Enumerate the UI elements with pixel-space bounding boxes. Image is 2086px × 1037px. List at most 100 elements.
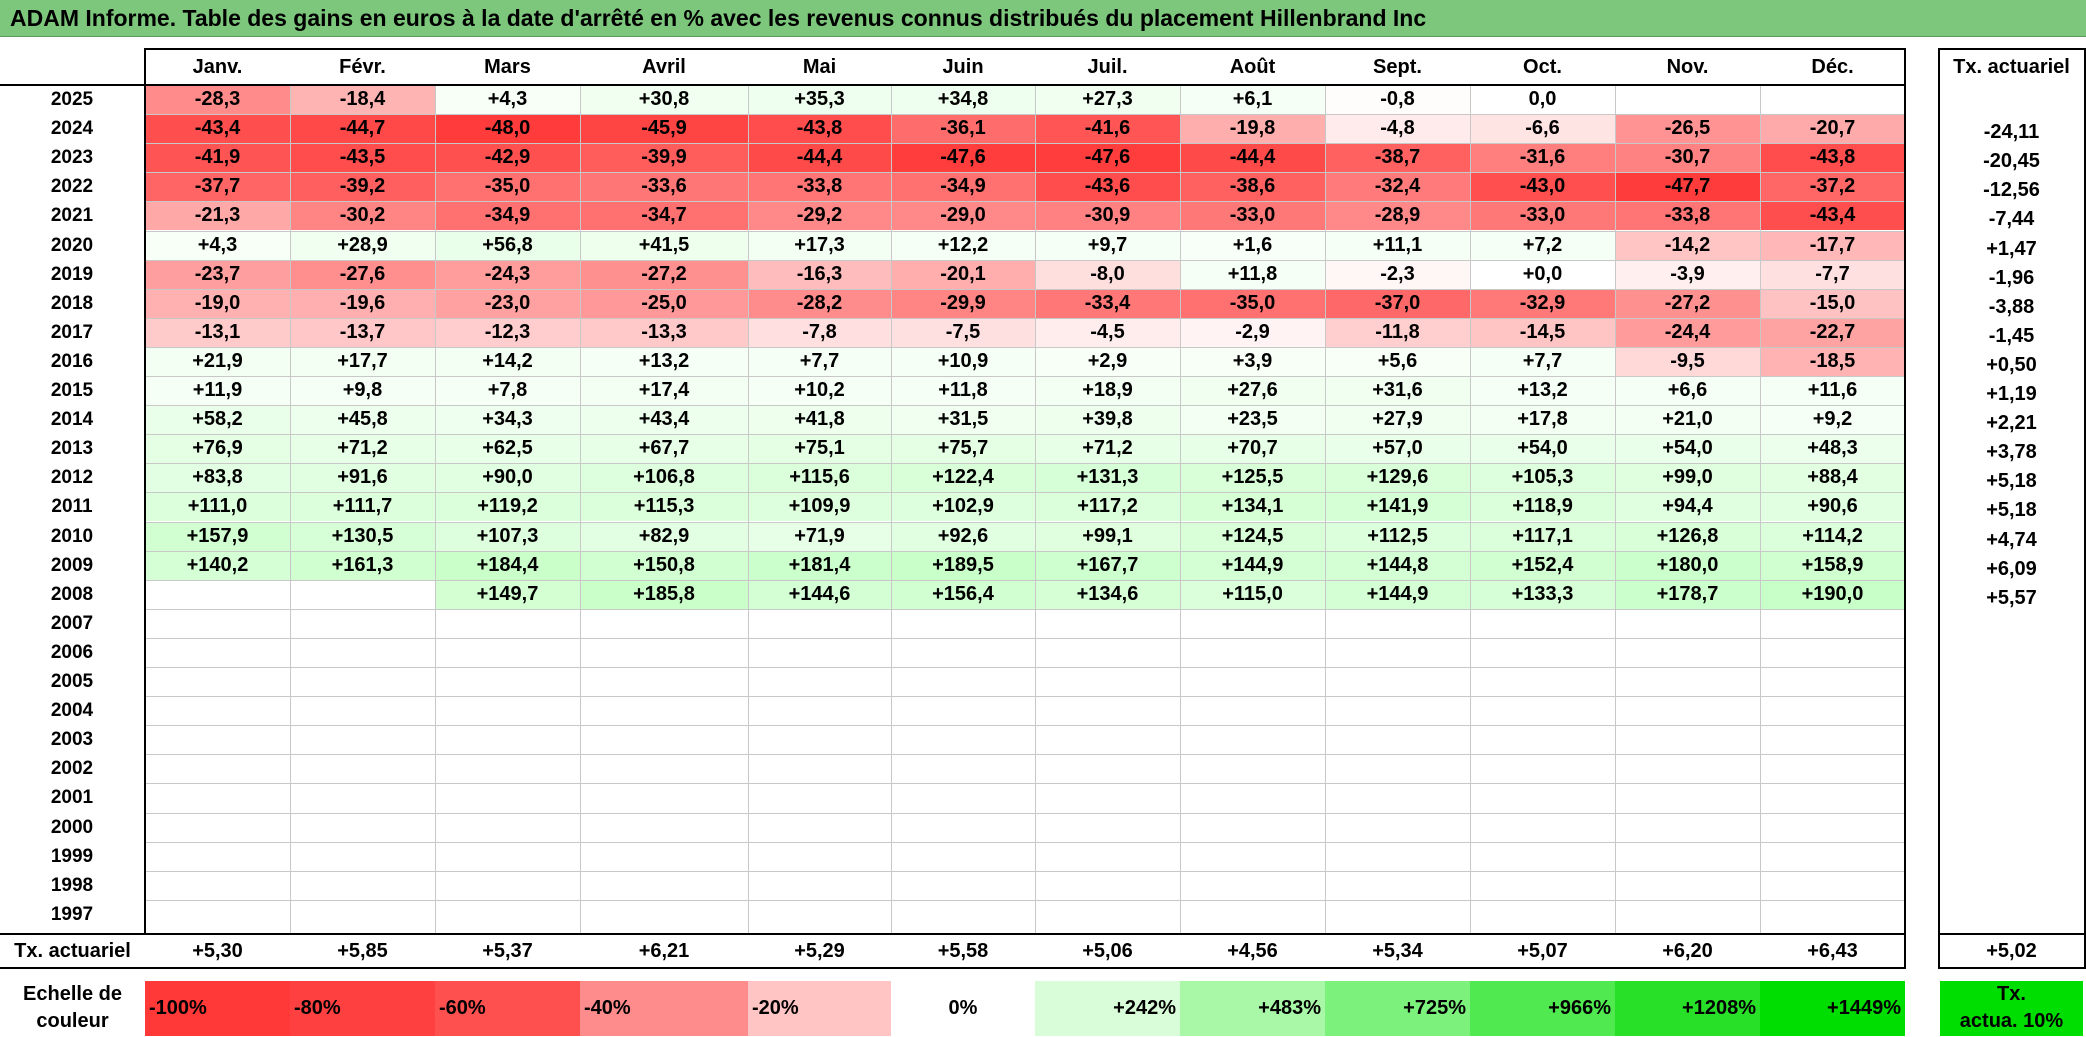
table-cell: +88,4 [1760, 463, 1905, 493]
table-cell: -13,1 [145, 317, 290, 347]
year-label: 2013 [50, 438, 94, 460]
table-cell: -20,1 [891, 259, 1035, 289]
grid-line [1035, 85, 1036, 933]
grid-line [145, 522, 1905, 523]
annual-cell: +5,18 [1986, 499, 2037, 522]
table-cell: -4,5 [1035, 317, 1180, 347]
footer-annual: +5,02 [1986, 940, 2037, 962]
table-cell: +94,4 [1615, 492, 1760, 522]
table-cell: -43,8 [1760, 143, 1905, 173]
table-cell: +7,7 [748, 346, 891, 376]
year-label: 2024 [50, 118, 94, 140]
table-cell: +43,4 [580, 405, 748, 435]
grid-line [1325, 85, 1326, 933]
footer-cell: +5,30 [192, 940, 243, 962]
month-header: Avril [642, 56, 686, 78]
year-label: 2019 [50, 263, 94, 285]
footer-cell: +5,06 [1082, 940, 1133, 962]
annual-cell: -1,45 [1988, 324, 2035, 347]
scale-step: -40% [580, 981, 748, 1036]
grid-line [290, 85, 291, 933]
page-title: ADAM Informe. Table des gains en euros à… [10, 5, 1427, 31]
month-header: Mai [802, 56, 837, 78]
table-cell: -13,7 [290, 317, 435, 347]
table-cell: +181,4 [748, 550, 891, 580]
table-cell: +2,9 [1035, 346, 1180, 376]
table-cell: +102,9 [891, 492, 1035, 522]
table-cell: -37,2 [1760, 172, 1905, 202]
table-cell: +111,0 [145, 492, 290, 522]
table-cell: +11,9 [145, 376, 290, 406]
table-cell: -42,9 [435, 143, 580, 173]
table-cell: -28,3 [145, 85, 290, 115]
grid-line [145, 580, 1905, 581]
table-cell: +0,0 [1522, 262, 1563, 285]
annual-cell: +5,18 [1986, 470, 2037, 493]
table-cell: +13,2 [1470, 376, 1615, 406]
table-cell: +144,9 [1325, 579, 1470, 609]
table-cell: -33,6 [580, 172, 748, 202]
grid-line [145, 463, 1905, 464]
year-label: 2011 [51, 496, 93, 518]
table-cell: -47,6 [891, 143, 1035, 173]
grid-line [580, 85, 581, 933]
table-cell: +124,5 [1180, 521, 1325, 551]
table-cell: +76,9 [145, 434, 290, 464]
month-header: Juil. [1087, 56, 1128, 78]
grid-line [145, 289, 1905, 290]
month-header: Mars [484, 56, 531, 78]
scale-label: Echelle de couleur [23, 983, 122, 1032]
grid-line [435, 85, 436, 933]
table-cell: +158,9 [1760, 550, 1905, 580]
table-cell: -48,0 [435, 114, 580, 144]
table-cell: -21,3 [145, 201, 290, 231]
table-cell: +129,6 [1325, 463, 1470, 493]
table-cell: +14,2 [435, 346, 580, 376]
table-cell: +13,2 [580, 346, 748, 376]
year-label: 2017 [50, 321, 94, 343]
table-cell: +4,3 [435, 85, 580, 115]
scale-step: +725% [1325, 981, 1470, 1036]
year-label: 2004 [50, 700, 94, 722]
scale-step: 0% [891, 981, 1035, 1036]
table-cell: -33,0 [1470, 201, 1615, 231]
year-label: 2016 [50, 350, 94, 372]
annual-cell: -7,44 [1988, 208, 2035, 231]
table-cell: -18,5 [1760, 346, 1905, 376]
grid-line [891, 85, 892, 933]
table-cell: +10,2 [748, 376, 891, 406]
table-cell: -26,5 [1615, 114, 1760, 144]
year-label: 2007 [50, 612, 94, 634]
table-cell: -24,4 [1615, 317, 1760, 347]
table-cell: +119,2 [435, 492, 580, 522]
table-cell: -47,6 [1035, 143, 1180, 173]
month-header: Oct. [1523, 56, 1562, 78]
annual-cell: -20,45 [1983, 150, 2040, 173]
table-cell: -19,8 [1180, 114, 1325, 144]
table-cell: +75,7 [891, 434, 1035, 464]
table-cell: +31,5 [891, 405, 1035, 435]
table-cell: +54,0 [1470, 434, 1615, 464]
table-cell: +58,2 [145, 405, 290, 435]
table-cell: -30,2 [290, 201, 435, 231]
table-cell: +11,1 [1325, 230, 1470, 260]
month-header: Févr. [339, 56, 386, 78]
table-cell: -35,0 [435, 172, 580, 202]
table-cell: +31,6 [1325, 376, 1470, 406]
footer-cell: +6,21 [638, 940, 690, 962]
table-cell: +180,0 [1615, 550, 1760, 580]
title-bar: ADAM Informe. Table des gains en euros à… [0, 0, 2086, 37]
year-label: 1997 [50, 903, 94, 925]
year-label: 2018 [50, 292, 94, 314]
grid-line [145, 201, 1905, 202]
table-cell: -43,6 [1035, 172, 1180, 202]
table-cell: -34,9 [435, 201, 580, 231]
scale-step: +1449% [1760, 981, 1905, 1036]
grid-line [145, 696, 1905, 697]
table-cell: +18,9 [1035, 376, 1180, 406]
table-cell: -23,0 [435, 288, 580, 318]
table-cell: +109,9 [748, 492, 891, 522]
table-cell: -34,7 [580, 201, 748, 231]
year-label: 2014 [50, 409, 94, 431]
table-cell: -28,2 [748, 288, 891, 318]
